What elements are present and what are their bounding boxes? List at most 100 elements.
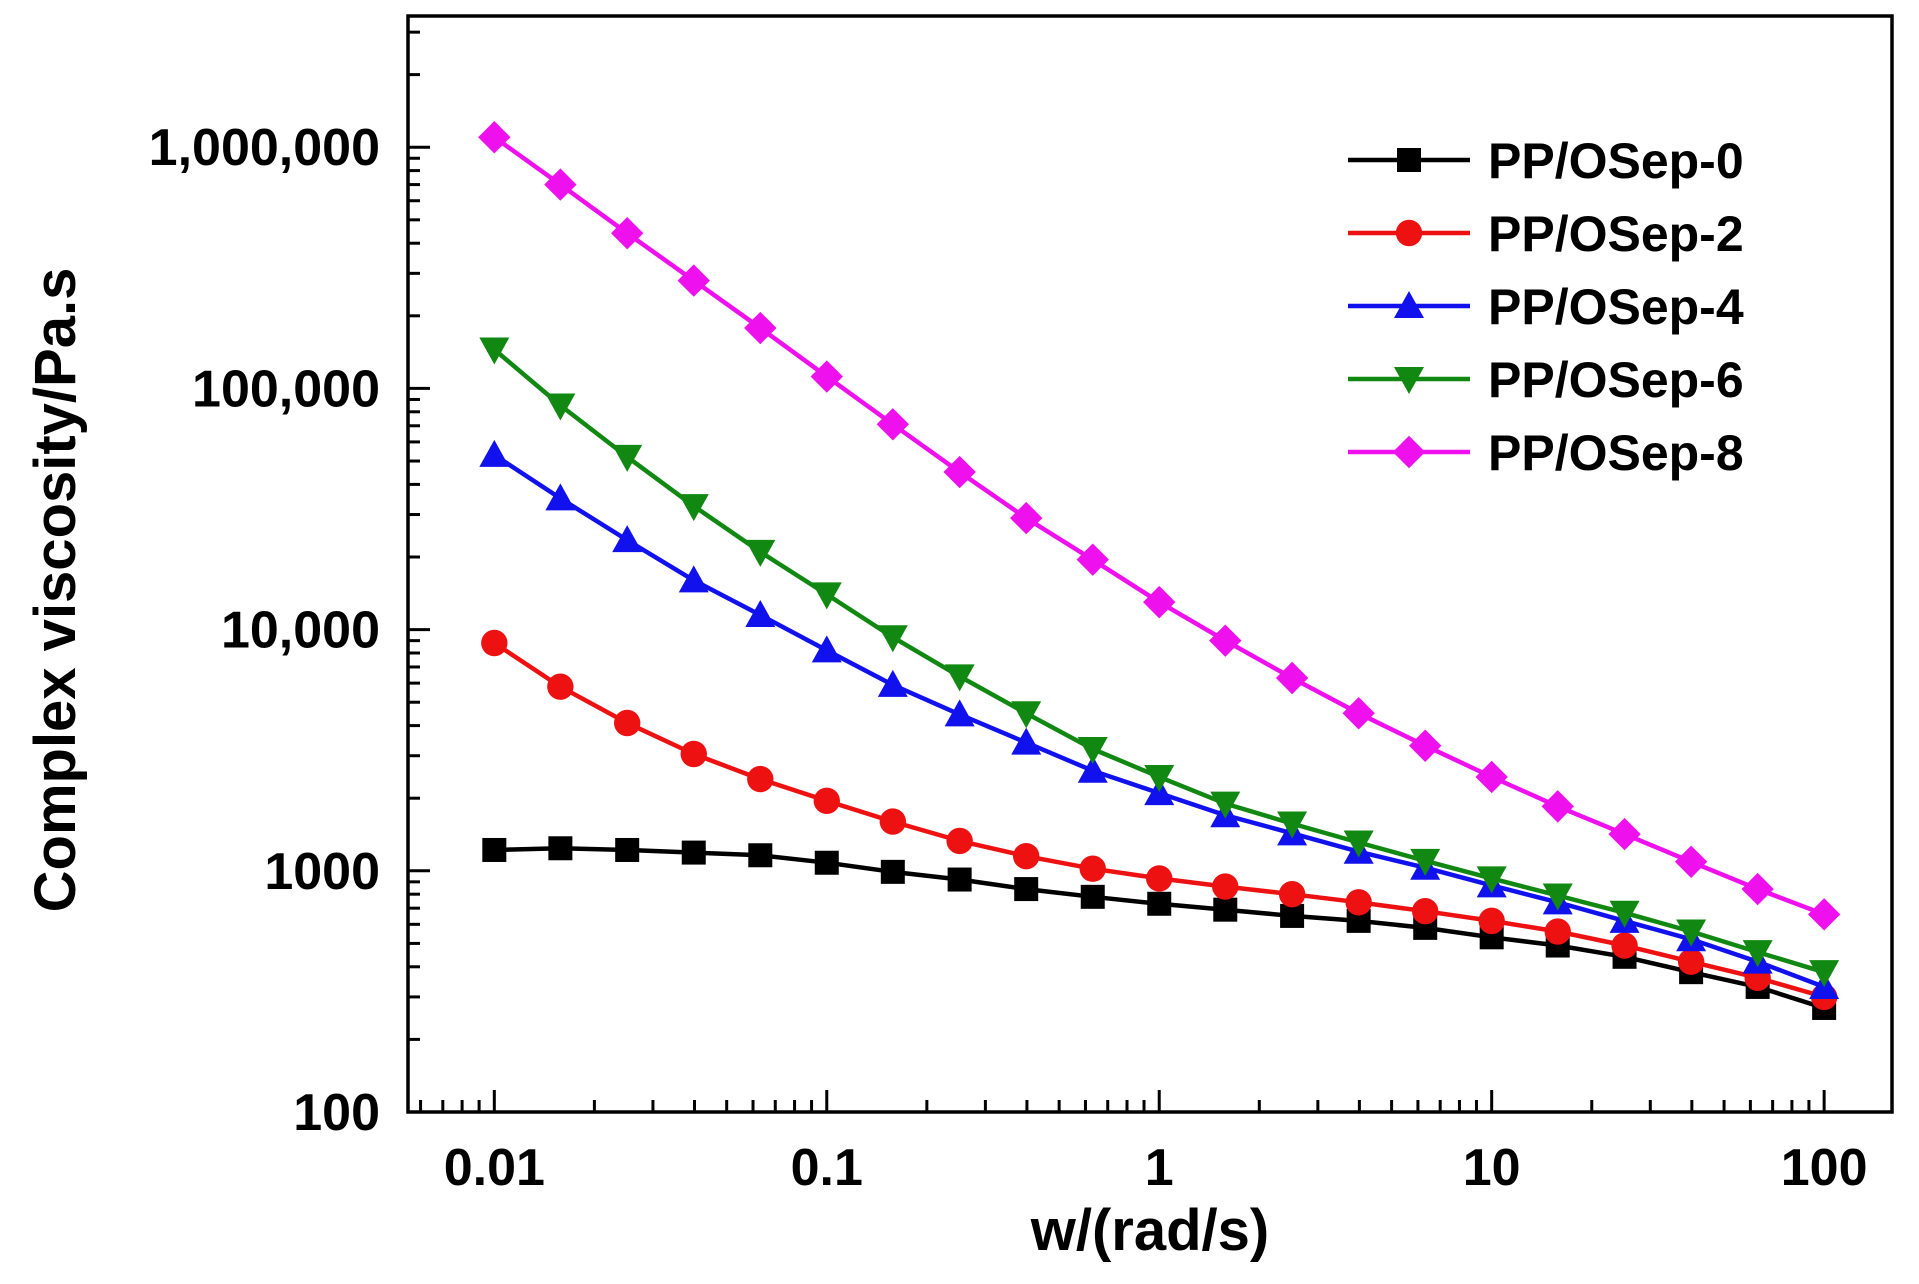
- x-tick-label: 1: [1145, 1139, 1174, 1197]
- data-point: [1077, 736, 1108, 764]
- data-point: [677, 264, 710, 297]
- data-point: [678, 494, 709, 522]
- x-tick-labels: 0.01 0.1 1 10 100: [444, 1139, 1868, 1197]
- data-point: [744, 311, 777, 345]
- data-point: [944, 699, 975, 727]
- data-point: [1397, 148, 1421, 172]
- data-point: [1609, 900, 1640, 928]
- data-point: [944, 664, 975, 692]
- data-point: [479, 337, 510, 365]
- data-point: [548, 836, 573, 861]
- data-point: [813, 787, 840, 815]
- x-tick-label: 0.01: [444, 1139, 545, 1197]
- data-point: [876, 408, 910, 441]
- data-point: [681, 840, 706, 865]
- data-point: [680, 740, 707, 768]
- series-pp-osep-6: [479, 337, 1840, 988]
- data-point: [1144, 764, 1175, 792]
- data-point: [481, 629, 508, 657]
- data-point: [612, 525, 643, 553]
- x-tick-label: 100: [1781, 1139, 1868, 1197]
- data-point: [1079, 855, 1106, 882]
- data-point: [545, 483, 576, 511]
- data-point: [1809, 960, 1840, 988]
- data-point: [1080, 884, 1105, 909]
- data-point: [745, 539, 776, 567]
- data-point: [1342, 697, 1375, 730]
- data-point: [612, 444, 643, 472]
- data-point: [814, 850, 839, 875]
- legend-label: PP/OSep-4: [1488, 279, 1744, 335]
- data-point: [1475, 760, 1508, 794]
- legend-label: PP/OSep-2: [1488, 206, 1744, 262]
- data-point: [1611, 932, 1638, 959]
- data-point: [811, 635, 842, 663]
- data-point: [544, 168, 577, 201]
- data-point: [1280, 903, 1305, 928]
- data-point: [610, 217, 644, 250]
- legend-entry: PP/OSep-0: [1348, 133, 1744, 189]
- data-point: [478, 121, 511, 154]
- series-pp-osep-8: [478, 121, 1841, 931]
- data-point: [1076, 543, 1109, 576]
- y-tick-label: 1,000,000: [149, 119, 380, 177]
- data-series: [478, 121, 1841, 1020]
- x-tick-label: 0.1: [791, 1139, 863, 1197]
- x-axis-title: w/(rad/s): [1030, 1198, 1270, 1263]
- legend-entry: PP/OSep-6: [1348, 352, 1744, 408]
- data-point: [1345, 889, 1372, 916]
- data-point: [1143, 585, 1176, 619]
- legend: PP/OSep-0 PP/OSep-2 PP/OSep-4 PP/OSep-6 PP/O…: [1348, 133, 1744, 481]
- data-point: [1010, 501, 1043, 535]
- data-point: [1278, 880, 1306, 908]
- data-point: [482, 837, 507, 862]
- data-point: [1277, 811, 1308, 839]
- legend-label: PP/OSep-8: [1488, 425, 1744, 481]
- data-point: [1478, 907, 1505, 935]
- data-point: [1544, 918, 1571, 945]
- data-point: [1147, 891, 1172, 916]
- data-point: [1677, 948, 1705, 975]
- data-point: [748, 843, 773, 868]
- data-point: [1608, 817, 1641, 851]
- data-point: [1392, 435, 1426, 469]
- data-point: [479, 439, 510, 467]
- data-point: [1476, 866, 1507, 894]
- data-point: [1394, 291, 1424, 318]
- y-tick-label: 100: [293, 1084, 380, 1142]
- y-tick-label: 10,000: [221, 602, 380, 660]
- legend-entry: PP/OSep-4: [1348, 279, 1744, 335]
- data-point: [877, 625, 908, 653]
- legend-entry: PP/OSep-2: [1348, 206, 1744, 262]
- data-point: [877, 669, 908, 697]
- data-point: [880, 859, 905, 884]
- data-point: [946, 827, 973, 855]
- data-point: [811, 582, 842, 610]
- data-point: [943, 455, 976, 489]
- data-point: [1412, 898, 1439, 925]
- x-tick-label: 10: [1463, 1139, 1521, 1197]
- data-point: [879, 808, 907, 835]
- data-point: [1410, 848, 1441, 876]
- data-point: [810, 360, 843, 393]
- data-point: [1394, 367, 1424, 394]
- legend-label: PP/OSep-0: [1488, 133, 1744, 189]
- data-point: [1741, 872, 1774, 906]
- data-point: [1013, 842, 1040, 870]
- data-point: [745, 599, 776, 627]
- legend-entry: PP/OSep-8: [1348, 425, 1744, 481]
- series-pp-osep-2: [481, 629, 1838, 1011]
- data-point: [1674, 845, 1708, 878]
- axis-ticks: [408, 30, 1826, 1114]
- legend-label: PP/OSep-6: [1488, 352, 1744, 408]
- data-point: [747, 765, 774, 793]
- data-point: [1676, 919, 1707, 947]
- data-point: [1011, 727, 1042, 755]
- y-axis-title: Complex viscosity/Pa.s: [23, 268, 88, 913]
- data-point: [1077, 755, 1108, 783]
- data-point: [947, 867, 972, 892]
- plot-frame: [406, 14, 1894, 1114]
- y-tick-labels: 100 1000 10,000 100,000 1,000,000: [149, 119, 380, 1142]
